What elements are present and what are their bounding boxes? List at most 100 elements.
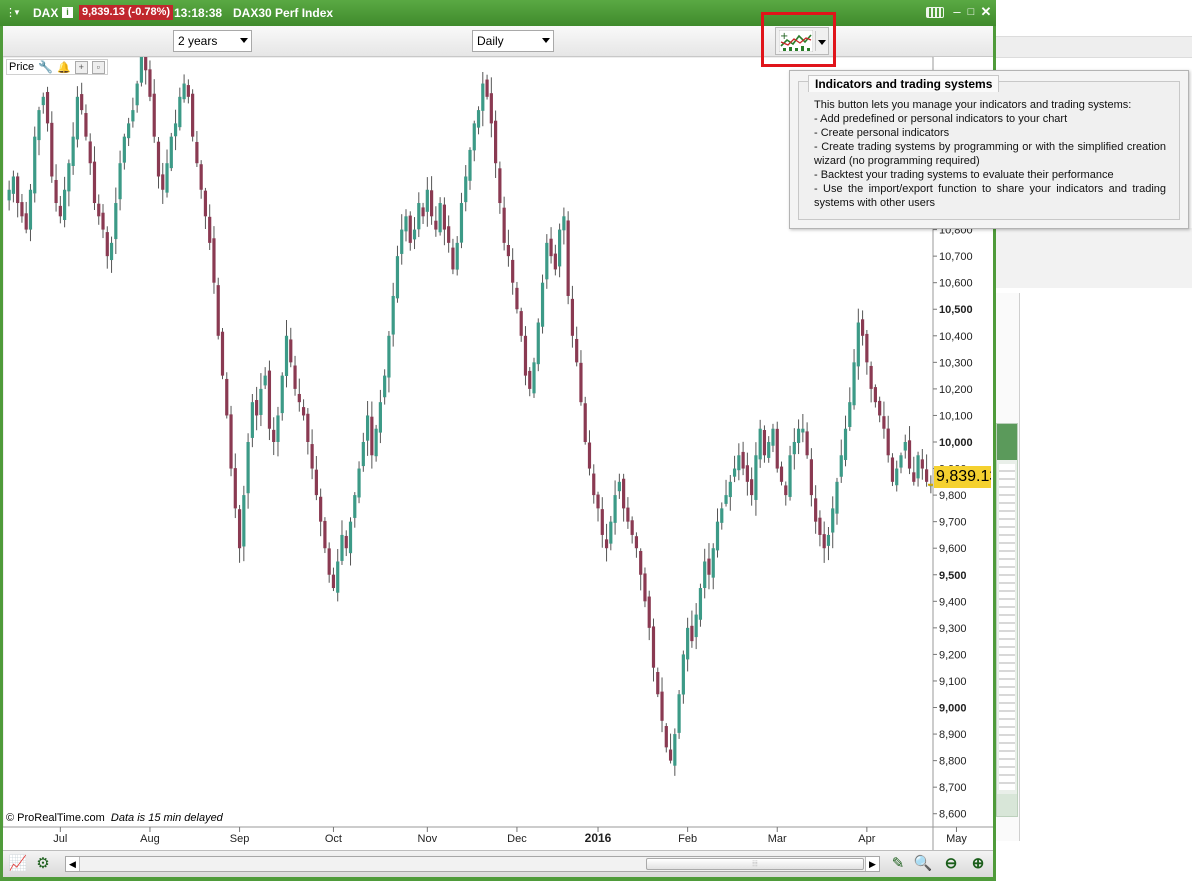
candle-body bbox=[45, 91, 50, 124]
candle-body bbox=[715, 521, 720, 551]
bell-icon[interactable]: 🔔 bbox=[57, 61, 71, 74]
zoom-in-icon[interactable]: ⊕ bbox=[971, 855, 985, 872]
indicators-dropdown-arrow[interactable] bbox=[815, 31, 827, 51]
candle-body bbox=[643, 573, 647, 602]
grip-icon[interactable]: ⋮ bbox=[5, 7, 16, 19]
candle-body bbox=[579, 362, 583, 403]
candle-body bbox=[860, 319, 865, 336]
info-icon[interactable]: i bbox=[62, 7, 73, 18]
y-tick-label: 9,700 bbox=[939, 517, 967, 529]
price-change-badge: 9,839.13 (-0.78%) bbox=[79, 5, 174, 20]
candle-body bbox=[152, 93, 156, 137]
candle-body bbox=[276, 415, 280, 442]
scroll-right-arrow[interactable]: ▶ bbox=[865, 857, 879, 871]
candle-body bbox=[596, 494, 600, 509]
keyboard-icon[interactable] bbox=[926, 7, 944, 18]
candle-body bbox=[442, 204, 446, 230]
candle-body bbox=[135, 83, 139, 106]
candle-body bbox=[873, 387, 877, 403]
candle-body bbox=[165, 163, 169, 193]
candle-body bbox=[80, 94, 84, 111]
candle-body bbox=[502, 207, 506, 243]
candle-body bbox=[570, 298, 575, 336]
interval-select[interactable]: Daily bbox=[472, 30, 554, 52]
candle-body bbox=[67, 163, 71, 192]
candle-body bbox=[523, 335, 528, 376]
candle-body bbox=[750, 479, 754, 496]
candle-body bbox=[182, 83, 186, 100]
candle-body bbox=[476, 110, 481, 128]
candle-body bbox=[784, 485, 788, 496]
candle-body bbox=[878, 400, 882, 416]
candle-body bbox=[498, 168, 502, 204]
candle-body bbox=[374, 428, 378, 457]
close-button[interactable]: ✕ bbox=[980, 4, 992, 19]
candle-body bbox=[639, 550, 643, 575]
candle-body bbox=[434, 220, 438, 230]
watchlist-header bbox=[997, 424, 1017, 460]
candle-body bbox=[421, 207, 425, 217]
candle-body bbox=[109, 242, 114, 261]
candle-body bbox=[233, 468, 237, 509]
y-tick-label: 10,400 bbox=[939, 331, 973, 343]
y-tick-label: 10,000 bbox=[939, 437, 973, 449]
candle-body bbox=[694, 614, 698, 638]
scroll-left-arrow[interactable]: ◀ bbox=[66, 857, 80, 871]
candle-body bbox=[549, 238, 553, 257]
candle-body bbox=[417, 203, 421, 230]
candle-body bbox=[558, 229, 562, 267]
y-tick-label: 10,500 bbox=[939, 304, 973, 316]
expand-icon[interactable]: + bbox=[74, 60, 88, 74]
candle-body bbox=[199, 164, 203, 190]
chart-type-icon[interactable]: 📈 bbox=[8, 855, 28, 872]
chevron-down-icon bbox=[240, 38, 248, 43]
zoom-out-icon[interactable]: ⊖ bbox=[944, 855, 958, 872]
candle-body bbox=[814, 498, 818, 522]
candle-body bbox=[822, 534, 826, 549]
drawing-tools-icon[interactable]: ✎ bbox=[891, 855, 905, 872]
candle-body bbox=[626, 507, 630, 522]
y-tick-label: 8,600 bbox=[939, 809, 967, 821]
chevron-down-icon[interactable]: ▼ bbox=[13, 8, 21, 17]
candle-body bbox=[464, 176, 468, 203]
candle-body bbox=[720, 508, 724, 523]
candle-body bbox=[50, 122, 54, 177]
indicators-button[interactable]: + bbox=[775, 27, 829, 55]
candle-body bbox=[835, 481, 839, 514]
y-tick-label: 10,700 bbox=[939, 251, 973, 263]
candle-body bbox=[703, 561, 707, 588]
candle-body bbox=[178, 96, 182, 128]
window-icon[interactable]: ▫ bbox=[91, 60, 105, 74]
candle-body bbox=[58, 205, 62, 217]
x-tick-label: Sep bbox=[230, 833, 250, 845]
candle-body bbox=[809, 459, 813, 496]
maximize-button[interactable]: □ bbox=[967, 6, 975, 18]
candle-body bbox=[195, 141, 199, 164]
tooltip-item: - Add predefined or personal indicators … bbox=[814, 113, 1068, 125]
wrench-icon[interactable]: 🔧 bbox=[38, 60, 54, 74]
candle-body bbox=[451, 247, 455, 270]
candle-body bbox=[724, 495, 728, 504]
candle-body bbox=[255, 400, 259, 416]
candle-body bbox=[771, 428, 775, 446]
candle-body bbox=[848, 402, 852, 427]
candle-body bbox=[220, 331, 225, 376]
settings-icon[interactable]: ⚙ bbox=[36, 855, 50, 872]
indicators-tooltip: Indicators and trading systems This butt… bbox=[789, 70, 1189, 229]
x-tick-label: Apr bbox=[858, 833, 875, 845]
x-tick-label: Mar bbox=[768, 833, 787, 845]
candle-body bbox=[131, 110, 135, 122]
credit-delay: Data is 15 min delayed bbox=[110, 812, 223, 824]
minimize-button[interactable]: – bbox=[953, 4, 961, 19]
scroll-thumb[interactable]: ⦙⦙⦙ bbox=[646, 858, 864, 870]
background-toolbar bbox=[996, 36, 1192, 58]
candle-body bbox=[668, 749, 673, 761]
candle-body bbox=[395, 256, 400, 299]
zoom-fit-icon[interactable]: 🔍 bbox=[913, 855, 933, 872]
horizontal-scrollbar[interactable]: ◀ ⦙⦙⦙ ▶ bbox=[65, 856, 880, 872]
title-bar[interactable]: ⋮ ▼ DAX i 9,839.13 (-0.78%) 13:18:38 DAX… bbox=[0, 0, 996, 26]
period-select[interactable]: 2 years bbox=[173, 30, 252, 52]
candle-body bbox=[609, 521, 613, 544]
candle-body bbox=[357, 468, 361, 498]
candle-body bbox=[127, 123, 131, 139]
